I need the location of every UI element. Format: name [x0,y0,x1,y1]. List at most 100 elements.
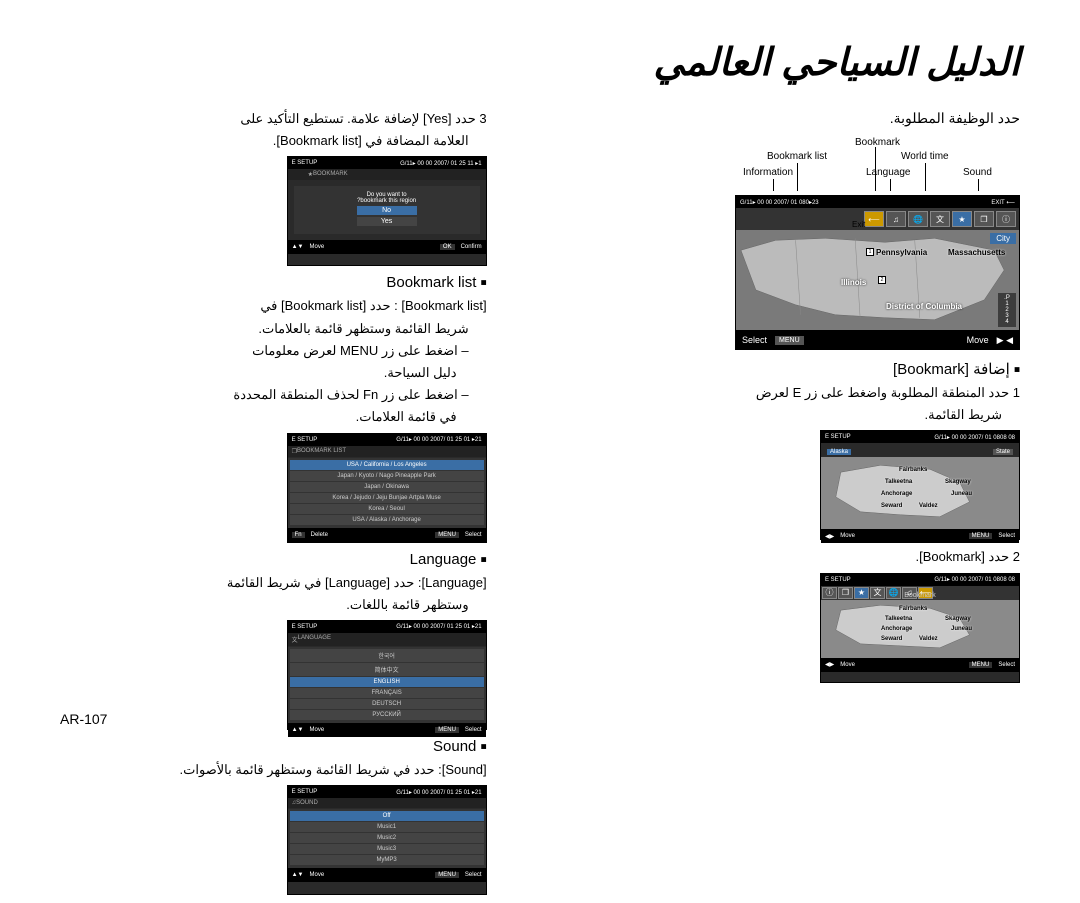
lang-row-3[interactable]: FRANÇAIS [290,688,484,698]
mini-info-icon[interactable]: ⓘ [822,587,837,599]
lang-row-0[interactable]: 한국어 [290,649,484,662]
confirm-move: Move [310,244,325,250]
confirm-lbl: Confirm [461,244,482,250]
step-2: 2 حدد [Bookmark]. [517,548,1020,566]
exit-label: Exit [852,220,865,229]
sound-row-3[interactable]: Music3 [290,844,484,854]
bm-label: Bookmark [904,592,936,599]
exit-key: ⟵ EXIT [991,199,1015,206]
bookmark-list-head: Bookmark list [386,274,476,291]
city2-juneau: Juneau [951,626,972,632]
bl-row-0[interactable]: USA / California / Los Angeles [290,460,484,470]
page-title: الدليل السياحي العالمي [60,40,1020,85]
sound-line1: [Sound]: حدد في شريط القائمة وستظهر قائم… [60,761,487,779]
bl-row-4[interactable]: Korea / Seoul [290,504,484,514]
back-icon[interactable]: ⟵ [864,211,884,227]
lang-header: LANGUAGE [298,635,331,644]
sound-row-2[interactable]: Music2 [290,833,484,843]
language-head: Language [410,551,477,568]
ok-key[interactable]: OK [440,244,455,250]
sound-header: SOUND [296,800,318,806]
page-number: AR-107 [60,711,107,727]
world-time-icon[interactable]: 🌐 [908,211,928,227]
callout-language: Language [866,167,911,178]
step-1b: شريط القائمة. [517,406,1020,424]
callout-bookmark: Bookmark [855,137,900,148]
city-badge: City [990,233,1016,244]
opt-yes[interactable]: Yes [357,217,417,226]
bookmark-icon[interactable]: ★ [952,211,972,227]
sound-row-4[interactable]: MyMP3 [290,855,484,865]
sound-select-lbl: Select [465,872,482,878]
city-anchorage: Anchorage [881,491,912,497]
bl-line3: – اضغط على زر Fn لحذف المنطقة المحددة [60,386,487,404]
lang-menu-key[interactable]: MENU [435,727,459,733]
lang-row-1[interactable]: 简体中文 [290,663,484,676]
city-juneau: Juneau [951,491,972,497]
lang-row-2[interactable]: ENGLISH [290,677,484,687]
bl-select-lbl: Select [465,532,482,538]
info-icon[interactable]: ⓘ [996,211,1016,227]
lang-row-5[interactable]: РУССКИЙ [290,710,484,720]
state-label-1: State [993,449,1013,455]
menu-k[interactable]: MENU [969,533,993,539]
sound-menu-key[interactable]: MENU [435,872,459,878]
mini-bookmark-icon[interactable]: ★ [854,587,869,599]
move-label: Move [967,335,989,345]
alaska-region: Alaska [827,449,851,455]
bl-menu-key[interactable]: MENU [435,532,459,538]
opt-no[interactable]: No [357,206,417,215]
city2-talkeetna: Talkeetna [885,616,912,622]
sound-head: Sound [433,738,476,755]
sound-row-1[interactable]: Music1 [290,822,484,832]
bl-row-1[interactable]: Japan / Kyoto / Nago Pineapple Park [290,471,484,481]
lang-row-4[interactable]: DEUTSCH [290,699,484,709]
toolbar: ⓘ ❐ ★ 文 🌐 ♫ ⟵ [736,208,1019,230]
bl-header: BOOKMARK LIST [297,448,346,455]
lang-line1b: وستظهر قائمة باللغات. [60,596,487,614]
language-icon[interactable]: 文 [930,211,950,227]
sound-row-0[interactable]: Off [290,811,484,821]
function-heading: حدد الوظيفة المطلوبة. [517,110,1020,127]
city-valdez: Valdez [919,503,938,509]
city-fairbanks: Fairbanks [899,467,927,473]
bl-row-5[interactable]: USA / Alaska / Anchorage [290,515,484,525]
lang-line1: [Language]: حدد [Language] في شريط القائ… [60,574,487,592]
delete-lbl: Delete [311,532,328,538]
alaska-screen-2: E SETUPG/11▸ 00 00 2007/ 01 0808 08 ⓘ ❐ … [820,573,1020,683]
bl-row-3[interactable]: Korea / Jejudo / Jeju Bunjae Artpia Muse [290,493,484,503]
mini-time-icon[interactable]: 🌐 [886,587,901,599]
confirm-screen: E SETUPG/11▸ 00 00 2007/ 01 25 11 ▸1 ★ B… [287,156,487,266]
bookmark-list-icon[interactable]: ❐ [974,211,994,227]
prompt2: ?bookmark this region [300,198,474,204]
city2-valdez: Valdez [919,636,938,642]
lang-select-lbl: Select [465,727,482,733]
city-talkeetna: Talkeetna [885,479,912,485]
city-seward: Seward [881,503,902,509]
label-pennsylvania: Pennsylvania [876,248,927,257]
menu-k2[interactable]: MENU [969,662,993,668]
label-massachusetts: Massachusetts [948,248,1005,257]
menu-key[interactable]: MENU [775,336,804,345]
sound-icon[interactable]: ♫ [886,211,906,227]
bookmark-list-screen: E SETUPG/11▸ 00 00 2007/ 01 25 01 ▸21 ❐ … [287,433,487,543]
mini-lang-icon[interactable]: 文 [870,587,885,599]
step-3: 3 حدد [Yes] لإضافة علامة. تستطيع التأكيد… [60,110,487,128]
alaska-screen-1: E SETUPG/11▸ 00 00 2007/ 01 0808 08 Alas… [820,430,1020,540]
main-map-screen: ⟵ EXITG/11▸ 00 00 2007/ 01 080▸23 ⓘ ❐ ★ … [735,195,1020,350]
callout-sound: Sound [963,167,992,178]
step-1: 1 حدد المنطقة المطلوبة واضغط على زر E لع… [517,384,1020,402]
lang-move: Move [310,727,325,733]
city2-seward: Seward [881,636,902,642]
mini-list-icon[interactable]: ❐ [838,587,853,599]
bl-line2b: دليل السياحة. [60,364,487,382]
city2-anchorage: Anchorage [881,626,912,632]
move-lbl: Move [840,533,855,539]
bl-line1b: شريط القائمة وستظهر قائمة بالعلامات. [60,320,487,338]
select-lbl: Select [998,533,1015,539]
move-lbl2: Move [840,662,855,668]
bl-row-2[interactable]: Japan / Okinawa [290,482,484,492]
main-bottom-bar: ◀ ▶ Move MENU Select [736,330,1019,350]
bl-line2: – اضغط على زر MENU لعرض معلومات [60,342,487,360]
fn-key[interactable]: Fn [292,532,305,538]
